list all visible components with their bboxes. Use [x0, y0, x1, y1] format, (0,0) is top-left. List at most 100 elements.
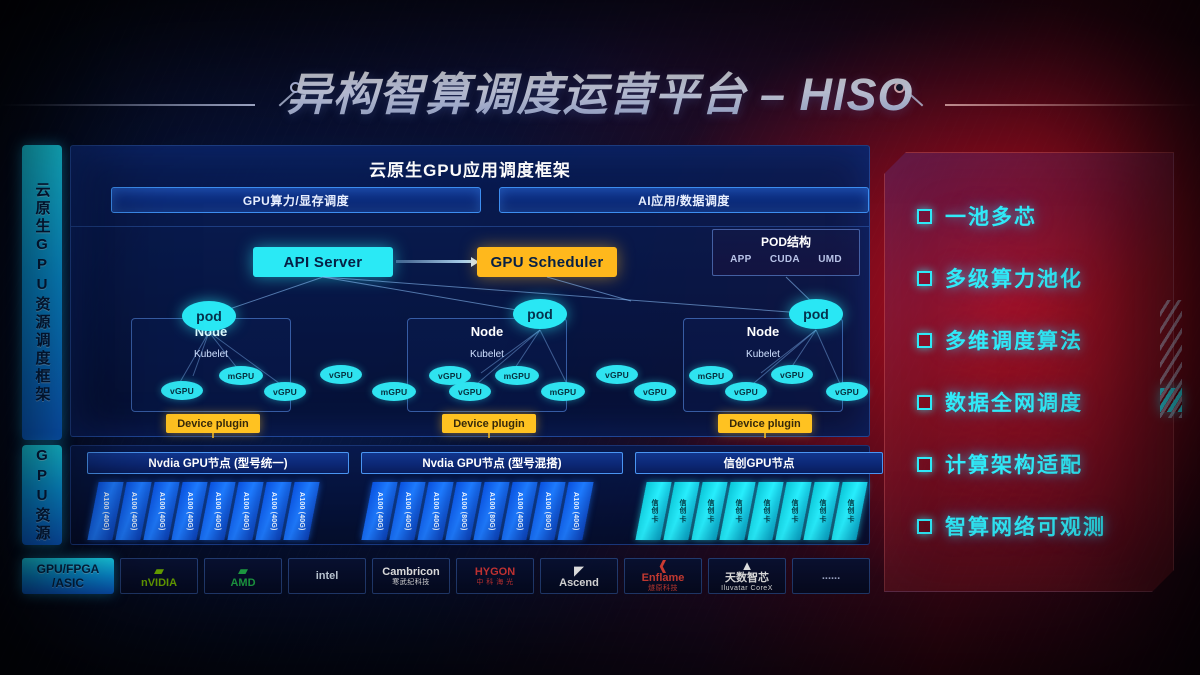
device-plugin-3[interactable]: Device plugin [718, 414, 812, 433]
vendor-mark-icon: ▲ [740, 558, 754, 573]
side-tab-label: GPU资源 [33, 447, 51, 543]
vgpu-chip[interactable]: vGPU [596, 365, 638, 384]
vgpu-chip[interactable]: vGPU [826, 382, 868, 401]
framework-panel: 云原生GPU应用调度框架 GPU算力/显存调度 AI应用/数据调度 API Se… [70, 145, 870, 438]
architecture-diagram: 云原生GPU资源调度框架 GPU资源 云原生GPU应用调度框架 GPU算力/显存… [22, 145, 883, 595]
vendor-name: AMD [230, 576, 256, 589]
gpu-card-label: A100 (80G) [544, 491, 552, 531]
gpu-card-label: 信创 卡 [706, 499, 714, 523]
node-box-1[interactable]: Node Kubelet [131, 318, 291, 412]
feature-item[interactable]: 多维调度算法 [917, 325, 1083, 355]
feature-highlight-panel: 一池多芯多级算力池化 多维调度算法数据全网调度计算架构适配智算网络可观测 [884, 152, 1174, 592]
feature-item[interactable]: 计算架构适配 [917, 449, 1083, 479]
vendor-logo[interactable]: Cambricon 寒武纪科技 [372, 558, 450, 594]
node-title: Node [746, 324, 780, 339]
feature-item-label: 多级算力池化 [945, 268, 1083, 291]
vgpu-chip[interactable]: vGPU [771, 365, 813, 384]
vgpu-chip[interactable]: vGPU [634, 382, 676, 401]
gpu-card-label: A100 (80G) [488, 491, 496, 531]
header-node-dot-right [894, 82, 905, 93]
feature-item[interactable]: 智算网络可观测 [917, 511, 1106, 541]
vendor-subname: 寒武纪科技 [392, 578, 430, 586]
pod-structure-title: POD结构 [760, 235, 811, 249]
vendor-logo[interactable]: ◤ Ascend [540, 558, 618, 594]
device-plugin-1[interactable]: Device plugin [166, 414, 260, 433]
gpu-card-label: A100 (40G) [376, 491, 384, 531]
vendor-logo[interactable]: ▰ AMD [204, 558, 282, 594]
mgpu-chip[interactable]: mGPU [495, 366, 539, 385]
vgpu-chip[interactable]: vGPU [320, 365, 362, 384]
pod-layer-umd: UMD [818, 254, 842, 265]
pod-node-3[interactable]: pod [789, 299, 843, 329]
feature-item[interactable]: 一池多芯 [917, 201, 1037, 231]
side-tab-cloud-native-framework[interactable]: 云原生GPU资源调度框架 [22, 145, 62, 440]
vendor-subname: /ASIC [51, 576, 84, 590]
vendor-logo[interactable]: ▰ nVIDIA [120, 558, 198, 594]
gpu-card-label: A100 (40G) [298, 491, 306, 531]
device-plugin-2[interactable]: Device plugin [442, 414, 536, 433]
checkbox-square-icon [917, 519, 932, 534]
feature-item-label: 多维调度算法 [945, 330, 1083, 353]
vgpu-chip[interactable]: vGPU [429, 366, 471, 385]
header-rule-right [945, 104, 1200, 106]
gpu-scheduler-node[interactable]: GPU Scheduler [477, 247, 617, 277]
mgpu-chip[interactable]: mGPU [689, 366, 733, 385]
side-tab-label: 云原生GPU资源调度框架 [33, 181, 51, 404]
page-header: 异构智算调度运营平台 – HISO [0, 60, 1200, 140]
vendor-mark-icon: ▰ [154, 562, 164, 578]
vendor-logo[interactable]: HYGON 中 科 海 光 [456, 558, 534, 594]
node-box-3[interactable]: Node Kubelet [683, 318, 843, 412]
vgpu-chip[interactable]: vGPU [264, 382, 306, 401]
gpu-card-label: A100 (40G) [158, 491, 166, 531]
vendor-logo[interactable]: ❰ Enflame 燧原科技 [624, 558, 702, 594]
vendor-name: ...... [821, 570, 841, 582]
vendor-logo[interactable]: intel [288, 558, 366, 594]
pod-layer-app: APP [730, 254, 752, 265]
checkbox-square-icon [917, 395, 932, 410]
kubelet-label: Kubelet [194, 349, 228, 360]
vendor-logo[interactable]: ▲ 天数智芯 Iluvatar CoreX [708, 558, 786, 594]
vgpu-chip[interactable]: vGPU [725, 382, 767, 401]
mgpu-chip[interactable]: mGPU [541, 382, 585, 401]
mgpu-chip[interactable]: mGPU [372, 382, 416, 401]
gpu-card-label: 信创 卡 [734, 499, 742, 523]
framework-bar-ai-data[interactable]: AI应用/数据调度 [499, 187, 869, 213]
gpu-card-label: A100 (40G) [186, 491, 194, 531]
gpu-card-label: A100 (80G) [460, 491, 468, 531]
gpu-card-label: A100 (40G) [242, 491, 250, 531]
vgpu-chip[interactable]: vGPU [449, 382, 491, 401]
vgpu-chip[interactable]: vGPU [161, 381, 203, 400]
gpu-group-label-3[interactable]: 信创GPU节点 [635, 452, 883, 474]
stripe-decoration-accent [1160, 388, 1182, 412]
gpu-group-label-1[interactable]: Nvdia GPU节点 (型号统一) [87, 452, 349, 474]
gpu-card-label: A100 (40G) [270, 491, 278, 531]
gpu-card-label: A100 (40G) [404, 491, 412, 531]
vendor-logo[interactable]: ...... [792, 558, 870, 594]
vendor-name: Ascend [559, 576, 599, 589]
node-box-2[interactable]: Node Kubelet [407, 318, 567, 412]
vendor-name: nVIDIA [140, 576, 178, 589]
checkbox-square-icon [917, 271, 932, 286]
pod-layer-cuda: CUDA [769, 254, 800, 265]
vendor-subname: Iluvatar CoreX [721, 585, 773, 592]
api-server-node[interactable]: API Server [253, 247, 393, 277]
api-to-scheduler-arrow [396, 257, 479, 267]
gpu-card-label: 信创 卡 [650, 499, 658, 523]
mgpu-chip[interactable]: mGPU [219, 366, 263, 385]
vendor-mark-icon: ❰ [657, 558, 669, 573]
feature-item[interactable]: 多级算力池化 [917, 263, 1083, 293]
feature-item-label: 计算架构适配 [945, 454, 1083, 477]
vendor-mark-icon: ◤ [574, 562, 584, 578]
framework-bar-compute-memory[interactable]: GPU算力/显存调度 [111, 187, 481, 213]
checkbox-square-icon [917, 209, 932, 224]
kubelet-label: Kubelet [470, 349, 504, 360]
side-tab-gpu-resource[interactable]: GPU资源 [22, 445, 62, 545]
vendor-name: 天数智芯 [725, 572, 769, 584]
feature-item[interactable]: 数据全网调度 [917, 387, 1083, 417]
vendor-subname: 燧原科技 [648, 585, 678, 592]
pod-node-1[interactable]: pod [182, 301, 236, 331]
vendor-name: Enflame [641, 572, 685, 584]
pod-node-2[interactable]: pod [513, 299, 567, 329]
gpu-group-label-2[interactable]: Nvdia GPU节点 (型号混搭) [361, 452, 623, 474]
page-title: 异构智算调度运营平台 – HISO [0, 60, 1200, 130]
